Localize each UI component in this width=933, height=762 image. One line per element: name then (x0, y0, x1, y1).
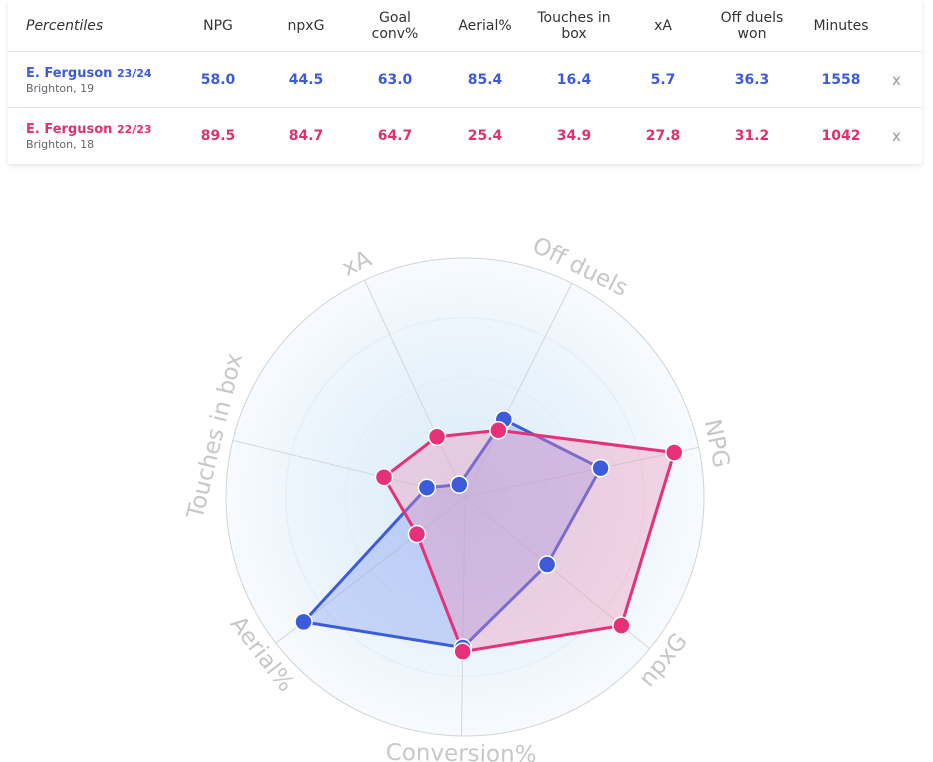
header-npxg[interactable]: npxG (287, 18, 325, 34)
table-header-row: Percentiles NPG npxG Goal conv% Aerial% … (8, 0, 922, 52)
header-minutes[interactable]: Minutes (813, 18, 869, 34)
player-season: 23/24 (116, 66, 152, 80)
header-percentiles: Percentiles (26, 18, 104, 34)
radar-spoke (364, 279, 466, 498)
player-name-cell: E. Ferguson 22/23 Brighton, 18 (26, 108, 152, 164)
series-point[interactable] (453, 642, 472, 661)
value-npg: 58.0 (200, 72, 236, 88)
header-aerial[interactable]: Aerial% (458, 18, 512, 34)
value-off-duels-won: 31.2 (734, 128, 770, 144)
player-season: 22/23 (116, 122, 152, 136)
series-point[interactable] (374, 467, 394, 487)
remove-player-button[interactable]: x (892, 71, 901, 89)
player-name[interactable]: E. Ferguson (26, 121, 113, 137)
player-club: Brighton, 19 (26, 81, 95, 95)
value-aerial: 25.4 (467, 128, 503, 144)
header-xa[interactable]: xA (654, 18, 672, 34)
value-touches-in-box: 16.4 (556, 72, 592, 88)
value-minutes: 1558 (821, 72, 861, 88)
value-npxg: 84.7 (288, 128, 324, 144)
axis-label: xA (338, 246, 376, 282)
radar-spoke (464, 283, 573, 498)
value-aerial: 85.4 (467, 72, 503, 88)
series-point[interactable] (294, 612, 313, 632)
value-minutes: 1042 (821, 128, 861, 144)
value-goal-conv: 64.7 (377, 128, 413, 144)
axis-label: NPG (699, 417, 735, 470)
value-off-duels-won: 36.3 (734, 72, 770, 88)
comparison-table: Percentiles NPG npxG Goal conv% Aerial% … (8, 0, 922, 164)
series-point[interactable] (489, 421, 508, 440)
value-touches-in-box: 34.9 (556, 128, 592, 144)
player-row: E. Ferguson 23/24 Brighton, 19 58.0 44.5… (8, 51, 922, 108)
radar-grid (225, 257, 705, 737)
radar-spoke (460, 496, 466, 736)
series-point[interactable] (612, 616, 631, 635)
player-row: E. Ferguson 22/23 Brighton, 18 89.5 84.7… (8, 107, 922, 164)
value-xa: 5.7 (650, 72, 676, 88)
series-point[interactable] (591, 458, 610, 478)
series-point[interactable] (537, 555, 557, 574)
axis-label: Conversion% (386, 740, 537, 762)
series-point[interactable] (664, 443, 684, 462)
value-npxg: 44.5 (288, 72, 324, 88)
radar-spoke (464, 446, 699, 498)
value-npg: 89.5 (200, 128, 236, 144)
series-point[interactable] (427, 427, 447, 446)
header-touches-in-box[interactable]: Touches in box (537, 10, 611, 42)
radar-series (294, 410, 684, 661)
series-point[interactable] (407, 524, 427, 544)
player-name-cell: E. Ferguson 23/24 Brighton, 19 (26, 52, 152, 108)
value-goal-conv: 63.0 (377, 72, 413, 88)
value-xa: 27.8 (645, 128, 681, 144)
player-club: Brighton, 18 (26, 137, 95, 151)
series-point[interactable] (417, 478, 437, 497)
remove-player-button[interactable]: x (892, 127, 901, 145)
series-point[interactable] (450, 475, 469, 494)
player-name[interactable]: E. Ferguson (26, 65, 113, 81)
header-off-duels-won[interactable]: Off duels won (720, 10, 784, 42)
header-goal-conv[interactable]: Goal conv% (371, 10, 419, 42)
header-npg[interactable]: NPG (203, 18, 233, 34)
radar-grid-ring (285, 317, 645, 677)
radar-grid-ring (404, 436, 526, 558)
